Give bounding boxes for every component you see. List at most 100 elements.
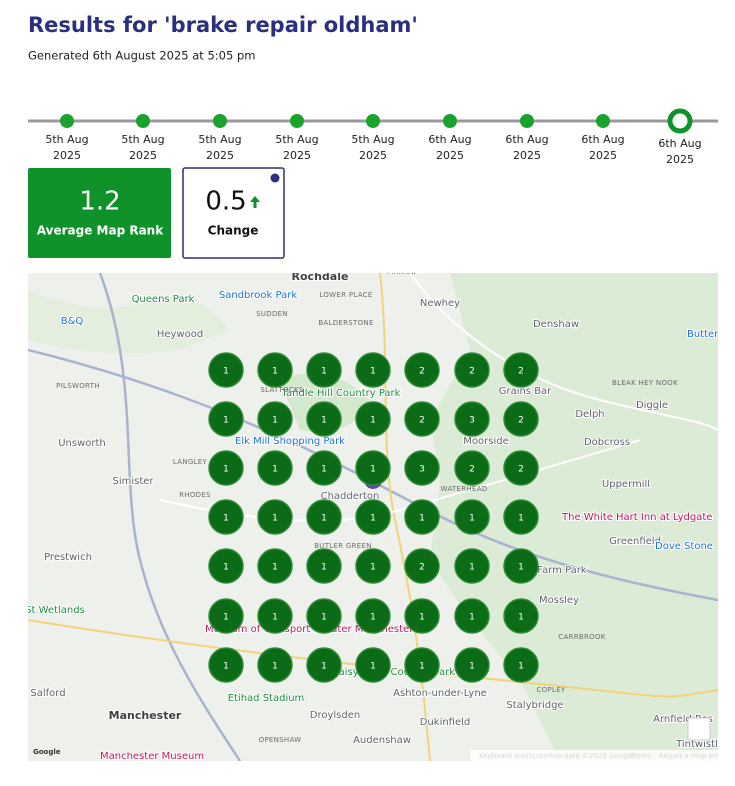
- rank-value: 1: [223, 613, 229, 623]
- rank-marker[interactable]: [454, 499, 490, 535]
- timeline-dot[interactable]: [136, 114, 150, 128]
- rank-marker[interactable]: [306, 401, 342, 437]
- rank-value: 1: [469, 563, 475, 573]
- fullscreen-button[interactable]: [687, 717, 711, 741]
- rank-marker[interactable]: [404, 450, 440, 486]
- map-label: Moorside: [463, 436, 508, 447]
- rank-value: 2: [469, 367, 475, 377]
- rank-marker[interactable]: [355, 450, 391, 486]
- rank-marker[interactable]: [208, 548, 244, 584]
- timeline-dot[interactable]: [520, 114, 534, 128]
- map-label: Droylsden: [310, 710, 360, 721]
- rank-marker[interactable]: [404, 499, 440, 535]
- map-label: Audenshaw: [353, 735, 411, 746]
- rank-marker[interactable]: [306, 598, 342, 634]
- rank-value: 1: [370, 563, 376, 573]
- rank-marker[interactable]: [306, 647, 342, 683]
- rank-marker[interactable]: [208, 450, 244, 486]
- rank-marker[interactable]: [404, 548, 440, 584]
- rank-marker[interactable]: [355, 598, 391, 634]
- rank-marker[interactable]: [355, 352, 391, 388]
- rank-marker[interactable]: [355, 401, 391, 437]
- rank-marker[interactable]: [355, 499, 391, 535]
- change-value: 0.5: [205, 187, 246, 217]
- map-label: LANGLEY: [173, 458, 208, 466]
- rank-value: 1: [272, 514, 278, 524]
- rank-value: 1: [272, 465, 278, 475]
- timeline-day: 5th Aug: [45, 133, 88, 146]
- rank-marker[interactable]: [503, 352, 539, 388]
- rank-marker[interactable]: [208, 647, 244, 683]
- rank-marker[interactable]: [306, 352, 342, 388]
- rank-marker[interactable]: [257, 352, 293, 388]
- green-area: [28, 290, 230, 354]
- rank-value: 2: [419, 563, 425, 573]
- motorway: [98, 273, 242, 761]
- rank-marker[interactable]: [454, 548, 490, 584]
- timeline-dot[interactable]: [60, 114, 74, 128]
- map-label: Salford: [30, 688, 65, 699]
- timeline-year: 2025: [666, 153, 694, 166]
- change-box: [182, 167, 285, 259]
- map-label: The White Hart Inn at Lydgate: [561, 512, 712, 523]
- rank-value: 1: [223, 367, 229, 377]
- rank-value: 1: [518, 563, 524, 573]
- rank-marker[interactable]: [454, 352, 490, 388]
- map-label: SLATTOCKS: [260, 386, 304, 394]
- map-footer: Google: [33, 748, 61, 756]
- rank-marker[interactable]: [454, 647, 490, 683]
- map-label: BLEAK HEY NOOK: [612, 379, 678, 387]
- timeline-dot[interactable]: [596, 114, 610, 128]
- title: Results for 'brake repair oldham': [28, 13, 418, 37]
- timeline-dot[interactable]: [366, 114, 380, 128]
- rank-marker[interactable]: [306, 450, 342, 486]
- green-area: [430, 273, 718, 761]
- map-label: St Wetlands: [25, 605, 85, 616]
- rank-marker[interactable]: [257, 548, 293, 584]
- rank-marker[interactable]: [257, 598, 293, 634]
- rank-marker[interactable]: [257, 401, 293, 437]
- map-label: B&Q: [61, 316, 84, 327]
- rank-marker[interactable]: [257, 647, 293, 683]
- change-label: Change: [208, 224, 259, 238]
- map-label: Delph: [575, 409, 604, 420]
- map-label: Greenfield: [609, 536, 661, 547]
- rank-marker[interactable]: [306, 499, 342, 535]
- rank-marker[interactable]: [454, 450, 490, 486]
- rank-marker[interactable]: [306, 548, 342, 584]
- rank-marker[interactable]: [503, 548, 539, 584]
- timeline-dot[interactable]: [443, 114, 457, 128]
- rank-marker[interactable]: [257, 499, 293, 535]
- rank-marker[interactable]: [208, 499, 244, 535]
- rank-marker[interactable]: [404, 352, 440, 388]
- rank-marker[interactable]: [503, 401, 539, 437]
- rank-marker[interactable]: [355, 647, 391, 683]
- rank-marker[interactable]: [454, 598, 490, 634]
- rank-marker[interactable]: [404, 598, 440, 634]
- rank-marker[interactable]: [355, 548, 391, 584]
- rank-marker[interactable]: [404, 647, 440, 683]
- rank-value: 1: [272, 563, 278, 573]
- rank-marker[interactable]: [454, 401, 490, 437]
- timeline-dot[interactable]: [290, 114, 304, 128]
- timeline-dot[interactable]: [213, 114, 227, 128]
- rank-marker[interactable]: [503, 450, 539, 486]
- map-label: COPLEY: [536, 686, 565, 694]
- timeline-dot[interactable]: [667, 108, 693, 134]
- rank-marker[interactable]: [404, 401, 440, 437]
- map-label: Stalybridge: [506, 700, 563, 711]
- rank-marker[interactable]: [503, 647, 539, 683]
- rank-value: 1: [419, 613, 425, 623]
- rank-marker[interactable]: [208, 352, 244, 388]
- rank-value: 1: [321, 465, 327, 475]
- rank-marker[interactable]: [503, 598, 539, 634]
- rank-marker[interactable]: [208, 401, 244, 437]
- info-icon[interactable]: [270, 173, 280, 183]
- rank-value: 1: [223, 662, 229, 672]
- rank-marker[interactable]: [503, 499, 539, 535]
- timeline-day: 6th Aug: [658, 137, 701, 150]
- rank-value: 1: [518, 662, 524, 672]
- rank-marker[interactable]: [257, 450, 293, 486]
- rank-marker[interactable]: [208, 598, 244, 634]
- map-label: Ashton-under-Lyne: [393, 688, 487, 699]
